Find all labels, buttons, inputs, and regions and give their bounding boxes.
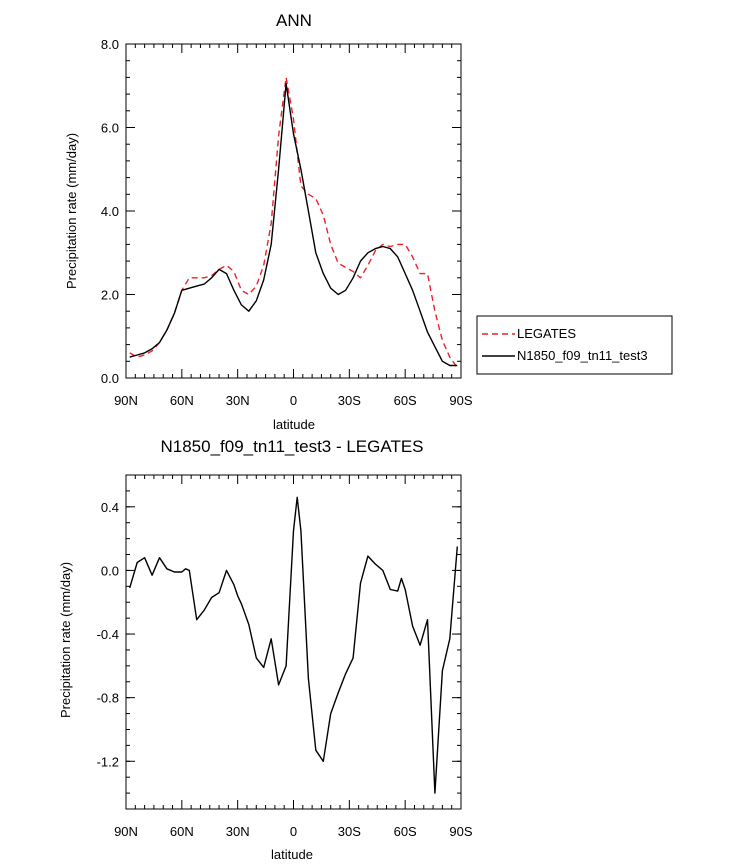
top-chart-xlabel: latitude [273,417,315,432]
bottom-chart-frame [125,474,462,810]
legend-label-legates: LEGATES [517,326,576,341]
top-chart-frame [125,43,462,379]
legend-box [476,315,673,375]
bottom-chart-xtick-label: 30S [338,824,361,839]
top-chart-xtick-label: 30S [338,393,361,408]
top-chart-legend: LEGATES N1850_f09_tn11_test3 [476,315,673,375]
top-chart-ytick-label: 0.0 [101,371,119,386]
top-chart-ytick-label: 4.0 [101,204,119,219]
bottom-chart-ticks-layer: 90N 60N 30N 0 30S 60S 90S 0.4 0.0 -0.4 -0.8 -1.2 [97,474,473,839]
bottom-chart-ytick-label: -0.4 [97,627,119,642]
top-chart-ylabel: Precipitation rate (mm/day) [64,133,79,289]
bottom-chart-xtick-label: 0 [290,824,297,839]
bottom-chart-xtick-label: 30N [226,824,250,839]
top-chart-xtick-label: 0 [290,393,297,408]
bottom-chart-ytick-label: -0.8 [97,691,119,706]
top-chart-ticks-layer: 90N 60N 30N 0 30S 60S 90S 0.0 2.0 4.0 6.0 8.0 [101,37,473,408]
top-chart-xtick-label: 90S [449,393,472,408]
top-chart-ytick-label: 2.0 [101,288,119,303]
top-chart-ytick-label: 6.0 [101,121,119,136]
bottom-chart-series-layer [129,496,458,794]
bottom-chart-title: N1850_f09_tn11_test3 - LEGATES [160,437,423,456]
top-chart-xtick-label: 60N [170,393,194,408]
top-chart-series-n1850-f09-tn11-test3 [129,82,458,367]
bottom-chart-ytick-label: -1.2 [97,754,119,769]
top-chart-ytick-label: 8.0 [101,37,119,52]
top-chart-series-layer [129,76,458,369]
top-chart-xtick-label: 60S [394,393,417,408]
top-chart-xtick-label: 90N [114,393,138,408]
bottom-chart: N1850_f09_tn11_test3 - LEGATES 90N 60N 30N… [58,437,473,862]
bottom-chart-xtick-label: 60S [394,824,417,839]
bottom-chart-ylabel: Precipitation rate (mm/day) [58,562,73,718]
bottom-chart-xtick-label: 90N [114,824,138,839]
top-chart-xtick-label: 30N [226,393,250,408]
bottom-chart-ytick-label: 0.0 [101,563,119,578]
bottom-chart-xtick-label: 90S [449,824,472,839]
bottom-chart-ytick-label: 0.4 [101,500,119,515]
top-chart-title: ANN [276,11,312,30]
bottom-chart-xtick-label: 60N [170,824,194,839]
legend-label-model: N1850_f09_tn11_test3 [517,348,648,363]
top-chart-series-legates [129,76,458,369]
bottom-chart-series-difference [129,496,458,794]
top-chart: ANN 90N 60N 30N 0 30S 60S 90S 0.0 2.0 4.0 6.0 8.0 l… [64,11,673,432]
bottom-chart-xlabel: latitude [271,847,313,862]
